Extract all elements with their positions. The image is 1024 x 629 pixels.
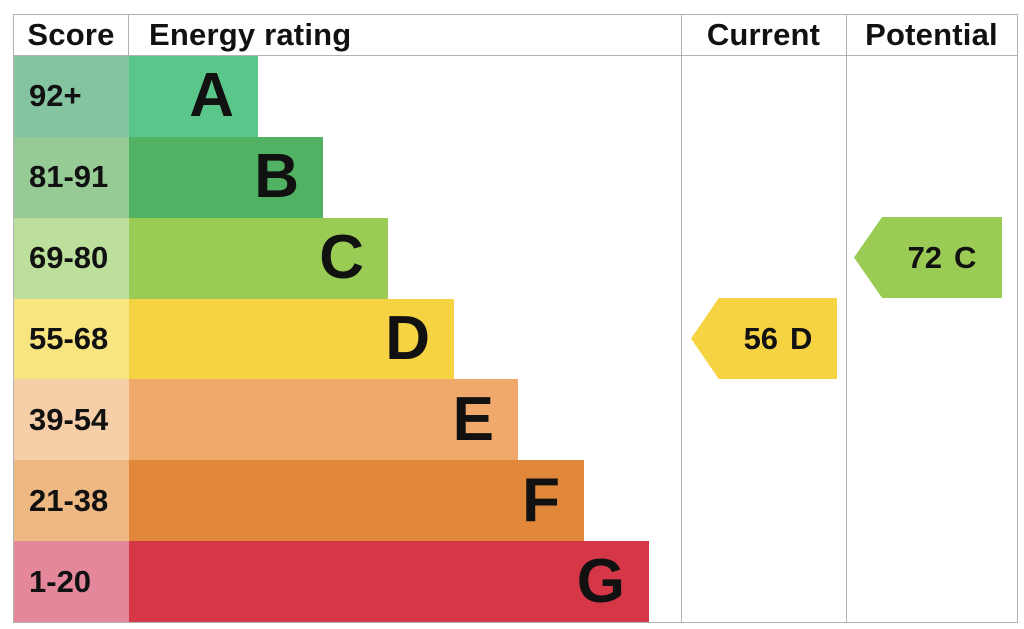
band-score-range: 69-80: [14, 217, 129, 299]
band-row-c: 69-80 C: [14, 217, 681, 299]
band-row-b: 81-91 B: [14, 136, 681, 218]
band-bar-e: E: [129, 379, 518, 461]
band-score-range: 55-68: [14, 298, 129, 380]
band-row-a: 92+ A: [14, 56, 681, 137]
current-column-divider: [681, 15, 682, 622]
current-rating-arrow: 56 D: [691, 298, 837, 379]
potential-column-divider: [846, 15, 847, 622]
band-row-g: 1-20 G: [14, 541, 681, 623]
band-bar-d: D: [129, 298, 454, 380]
band-score-range: 39-54: [14, 379, 129, 461]
band-score-range: 21-38: [14, 460, 129, 542]
band-bar-b: B: [129, 136, 323, 218]
band-bar-a: A: [129, 56, 258, 137]
score-column-header: Score: [14, 15, 129, 55]
potential-rating-value: 72: [907, 239, 943, 275]
band-score-range: 92+: [14, 56, 129, 137]
header-divider-line: [14, 55, 1017, 56]
band-score-range: 1-20: [14, 541, 129, 623]
band-rows: 92+ A 81-91 B 69-80 C 55-68 D 39-54 E 21-38 F 1-20 G: [14, 56, 681, 623]
current-rating-band: D: [790, 320, 813, 356]
band-bar-c: C: [129, 217, 388, 299]
band-bar-g: G: [129, 541, 649, 623]
band-bar-f: F: [129, 460, 584, 542]
band-score-range: 81-91: [14, 136, 129, 218]
current-column-header: Current: [706, 17, 821, 52]
potential-column-header: Potential: [865, 17, 998, 52]
potential-rating-band: C: [954, 239, 977, 275]
band-row-d: 55-68 D: [14, 298, 681, 380]
epc-rating-chart: Score Energy rating Current Potential 92…: [13, 14, 1018, 623]
band-row-e: 39-54 E: [14, 379, 681, 461]
band-row-f: 21-38 F: [14, 460, 681, 542]
energy-rating-column-header: Energy rating: [149, 17, 352, 52]
current-rating-value: 56: [743, 320, 779, 356]
potential-rating-arrow: 72 C: [854, 217, 1002, 298]
